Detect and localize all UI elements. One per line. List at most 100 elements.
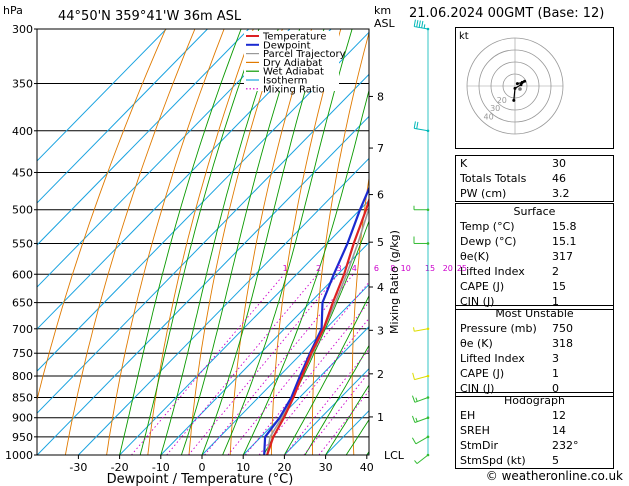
- surface-value: 15.8: [552, 220, 577, 233]
- pressure-tick-label: 750: [12, 347, 33, 360]
- isotherm-line: [37, 29, 208, 204]
- mixing-ratio-label: 25: [457, 264, 467, 273]
- series-dewpoint: [263, 185, 369, 455]
- isotherm-line: [242, 325, 369, 455]
- temperature-tick-label: 20: [277, 461, 291, 474]
- most-unstable-value: 318: [552, 337, 573, 350]
- mixing-ratio-label: 15: [425, 264, 435, 273]
- most-unstable-value: 3: [552, 352, 559, 365]
- surface-title: Surface: [513, 205, 556, 218]
- hodograph-stat-row: StmDir 232°: [456, 438, 613, 453]
- wet-adiabat-line: [325, 384, 369, 455]
- surface-label: θe(K): [460, 250, 490, 263]
- isotherm-line: [37, 29, 167, 162]
- dry-adiabat-line: [188, 29, 283, 455]
- hodograph-stat-value: 232°: [552, 439, 579, 452]
- pressure-tick-label: 1000: [5, 449, 33, 462]
- pressure-tick-label: 450: [12, 166, 33, 179]
- pressure-tick-label: 850: [12, 391, 33, 404]
- wind-barb-flag: [421, 20, 424, 28]
- wind-barb-dot: [426, 374, 430, 378]
- wind-barb-dot: [426, 208, 430, 212]
- hodograph-point: [515, 82, 519, 86]
- pressure-tick-label: 550: [12, 237, 33, 250]
- wet-adiabat-line: [119, 29, 242, 455]
- hodograph-stat-value: 12: [552, 409, 566, 422]
- most-unstable-label: Pressure (mb): [460, 322, 537, 335]
- surface-row: CAPE (J) 15: [456, 279, 613, 294]
- km-tick-label: 8: [377, 90, 384, 103]
- wind-barb-flag: [416, 20, 419, 28]
- index-value: 46: [552, 172, 566, 185]
- surface-value: 15: [552, 280, 566, 293]
- surface-label: Lifted Index: [460, 265, 525, 278]
- wind-barb-dot: [426, 327, 430, 331]
- pressure-tick-label: 900: [12, 412, 33, 425]
- hodograph-ring-label: 40: [484, 113, 494, 122]
- surface-value: 1: [552, 295, 559, 308]
- wind-barb: [414, 127, 429, 132]
- wind-barb-flag: [411, 415, 416, 423]
- wind-barb-flag: [411, 395, 416, 403]
- hodograph-stat-value: 5: [552, 454, 559, 467]
- km-label: km: [374, 4, 391, 17]
- hodograph-table: Hodograph EH 12 SREH 14 StmDir 232° StmSpd (kt)…: [455, 392, 614, 469]
- dry-adiabat-line: [64, 29, 196, 455]
- isotherm-line: [160, 241, 369, 455]
- temperature-tick-label: 30: [319, 461, 333, 474]
- mixing-ratio-label: 6: [374, 264, 379, 273]
- isotherm-line: [37, 29, 250, 246]
- pressure-tick-label: 500: [12, 204, 33, 217]
- most-unstable-row: θe (K) 318: [456, 336, 613, 351]
- index-label: PW (cm): [460, 187, 507, 200]
- most-unstable-label: CIN (J): [460, 382, 495, 395]
- pressure-tick-label: 300: [12, 23, 33, 36]
- hodograph-point: [523, 79, 527, 83]
- hodograph-point: [512, 98, 516, 102]
- surface-value: 317: [552, 250, 573, 263]
- hodograph-stat-row: EH 12: [456, 408, 613, 423]
- wind-barb: [414, 26, 429, 30]
- most-unstable-value: 750: [552, 322, 573, 335]
- pressure-tick-label: 600: [12, 268, 33, 281]
- series-temperature: [266, 196, 369, 455]
- hodograph-stat-label: EH: [460, 409, 476, 422]
- legend-entry: Temperature: [262, 32, 326, 43]
- date-title: 21.06.2024 00GMT (Base: 12): [409, 6, 605, 21]
- credit-text: © weatheronline.co.uk: [485, 469, 623, 483]
- index-label: Totals Totals: [460, 172, 527, 185]
- index-row: Totals Totals 46: [456, 171, 613, 186]
- wind-barb-flag: [413, 327, 415, 332]
- storm-motion-point: [518, 87, 522, 91]
- dry-adiabat-line: [106, 29, 225, 455]
- most-unstable-label: θe (K): [460, 337, 493, 350]
- km-tick-label: 1: [377, 411, 384, 424]
- most-unstable-value: 1: [552, 367, 559, 380]
- isotherm-line: [37, 115, 369, 455]
- dry-adiabat-line: [270, 29, 342, 455]
- wind-barb-flag: [416, 121, 419, 129]
- hodograph-ring-label: 20: [497, 96, 507, 105]
- most-unstable-value: 0: [552, 382, 559, 395]
- isotherm-line: [78, 157, 369, 455]
- km-tick-label: 2: [377, 368, 384, 381]
- legend-entry: Dry Adiabat: [263, 58, 322, 69]
- km-tick-label: 7: [377, 142, 384, 155]
- wind-barb: [415, 436, 429, 445]
- hodograph-stat-row: SREH 14: [456, 423, 613, 438]
- wet-adiabat-line: [201, 29, 325, 455]
- pressure-tick-label: 800: [12, 370, 33, 383]
- wet-adiabat-line: [180, 29, 301, 455]
- most-unstable-row: CIN (J) 0: [456, 381, 613, 396]
- surface-value: 2: [552, 265, 559, 278]
- most-unstable-row: Lifted Index 3: [456, 351, 613, 366]
- pressure-tick-label: 950: [12, 431, 33, 444]
- surface-table: Surface Temp (°C) 15.8 Dewp (°C) 15.1 θe(K) 31…: [455, 203, 614, 310]
- mixing-ratio-line: [258, 317, 369, 455]
- wet-adiabat-line: [139, 29, 260, 455]
- lcl-label: LCL: [384, 449, 405, 462]
- surface-row: CIN (J) 1: [456, 294, 613, 309]
- wind-barb: [416, 454, 429, 465]
- wet-adiabat-line: [304, 344, 369, 455]
- mixing-ratio-axis-label: Mixing Ratio (g/kg): [388, 230, 401, 334]
